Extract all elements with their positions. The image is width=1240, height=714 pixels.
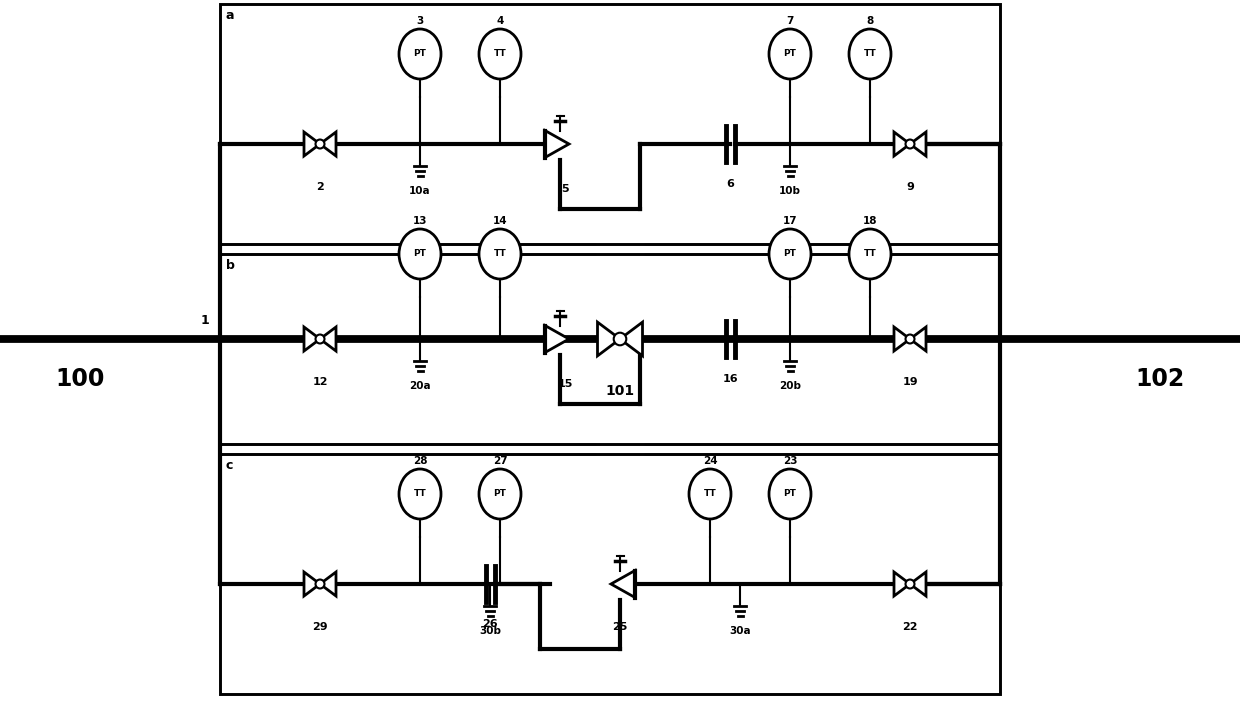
- Polygon shape: [320, 132, 336, 156]
- Text: TT: TT: [494, 49, 506, 59]
- Circle shape: [905, 335, 914, 343]
- Circle shape: [905, 139, 914, 149]
- Text: 30b: 30b: [479, 626, 501, 636]
- Polygon shape: [546, 326, 569, 353]
- Polygon shape: [320, 327, 336, 351]
- Text: 26: 26: [482, 619, 497, 629]
- Text: 2: 2: [316, 182, 324, 192]
- Text: 100: 100: [56, 367, 104, 391]
- Text: 10b: 10b: [779, 186, 801, 196]
- Polygon shape: [894, 572, 910, 596]
- Text: 30a: 30a: [729, 626, 750, 636]
- Text: 7: 7: [786, 16, 794, 26]
- Text: TT: TT: [863, 49, 877, 59]
- Text: 15: 15: [557, 379, 573, 389]
- Ellipse shape: [849, 29, 892, 79]
- Polygon shape: [894, 132, 910, 156]
- Text: 8: 8: [867, 16, 874, 26]
- Ellipse shape: [399, 229, 441, 279]
- Polygon shape: [320, 572, 336, 596]
- Text: 5: 5: [562, 184, 569, 194]
- Text: 19: 19: [903, 377, 918, 387]
- Bar: [219, 4, 999, 244]
- Text: a: a: [226, 9, 234, 22]
- Polygon shape: [910, 132, 926, 156]
- Ellipse shape: [479, 229, 521, 279]
- Text: 20a: 20a: [409, 381, 430, 391]
- Text: 17: 17: [782, 216, 797, 226]
- Circle shape: [614, 333, 626, 346]
- Polygon shape: [894, 327, 910, 351]
- Ellipse shape: [479, 469, 521, 519]
- Text: 16: 16: [722, 374, 738, 384]
- Text: 12: 12: [312, 377, 327, 387]
- Text: 101: 101: [605, 384, 635, 398]
- Polygon shape: [304, 132, 320, 156]
- Text: 24: 24: [703, 456, 717, 466]
- Text: PT: PT: [784, 249, 796, 258]
- Ellipse shape: [769, 29, 811, 79]
- Text: 4: 4: [496, 16, 503, 26]
- Text: 18: 18: [863, 216, 877, 226]
- Text: 13: 13: [413, 216, 428, 226]
- Text: 1: 1: [201, 314, 210, 327]
- Ellipse shape: [769, 469, 811, 519]
- Text: 22: 22: [903, 622, 918, 632]
- Text: b: b: [226, 259, 234, 272]
- Text: 14: 14: [492, 216, 507, 226]
- Polygon shape: [620, 322, 642, 356]
- Text: PT: PT: [784, 490, 796, 498]
- Circle shape: [905, 580, 914, 588]
- Text: TT: TT: [703, 490, 717, 498]
- Text: 28: 28: [413, 456, 428, 466]
- Polygon shape: [611, 570, 635, 598]
- Bar: [219, 254, 999, 444]
- Ellipse shape: [689, 469, 732, 519]
- Circle shape: [315, 335, 325, 343]
- Text: PT: PT: [784, 49, 796, 59]
- Text: PT: PT: [414, 249, 427, 258]
- Ellipse shape: [769, 229, 811, 279]
- Text: TT: TT: [863, 249, 877, 258]
- Ellipse shape: [399, 469, 441, 519]
- Text: TT: TT: [414, 490, 427, 498]
- Text: 102: 102: [1136, 367, 1184, 391]
- Text: c: c: [226, 459, 233, 472]
- Circle shape: [315, 139, 325, 149]
- Text: PT: PT: [494, 490, 506, 498]
- Circle shape: [315, 580, 325, 588]
- Text: 27: 27: [492, 456, 507, 466]
- Polygon shape: [304, 572, 320, 596]
- Text: 10a: 10a: [409, 186, 430, 196]
- Text: 25: 25: [613, 622, 627, 632]
- Polygon shape: [304, 327, 320, 351]
- Text: 29: 29: [312, 622, 327, 632]
- Text: 9: 9: [906, 182, 914, 192]
- Text: 6: 6: [727, 179, 734, 189]
- Ellipse shape: [479, 29, 521, 79]
- Polygon shape: [598, 322, 620, 356]
- Bar: [219, 454, 999, 694]
- Polygon shape: [910, 327, 926, 351]
- Text: TT: TT: [494, 249, 506, 258]
- Text: 20b: 20b: [779, 381, 801, 391]
- Ellipse shape: [849, 229, 892, 279]
- Ellipse shape: [399, 29, 441, 79]
- Text: 23: 23: [782, 456, 797, 466]
- Polygon shape: [910, 572, 926, 596]
- Text: 3: 3: [417, 16, 424, 26]
- Polygon shape: [546, 131, 569, 158]
- Text: PT: PT: [414, 49, 427, 59]
